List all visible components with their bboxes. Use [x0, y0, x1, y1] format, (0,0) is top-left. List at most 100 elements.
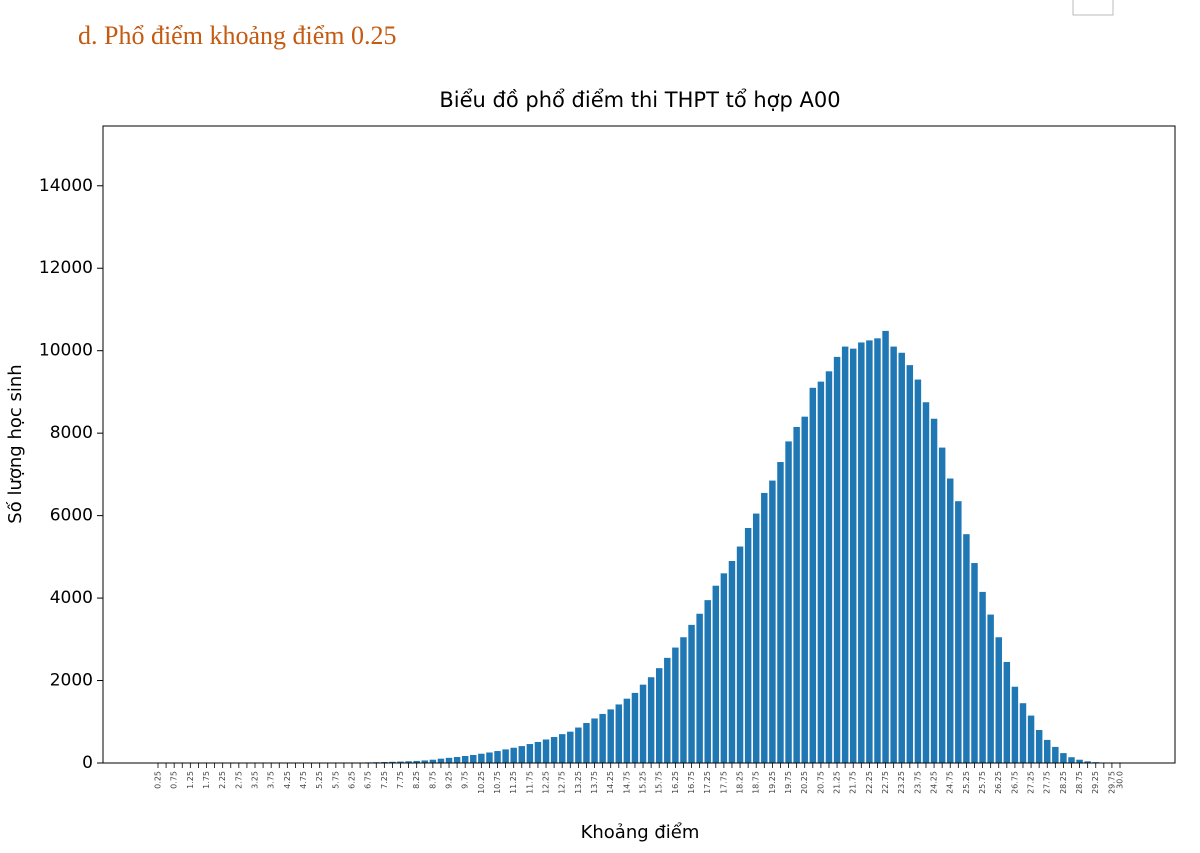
- bar: [680, 637, 687, 763]
- bar: [567, 731, 574, 763]
- x-tick-label: 5.75: [331, 771, 340, 789]
- bar: [785, 441, 792, 763]
- bar: [502, 749, 509, 763]
- bar: [655, 668, 663, 763]
- corner-box: [1072, 0, 1114, 16]
- bar: [704, 600, 711, 763]
- bar: [979, 591, 986, 763]
- bar: [405, 761, 412, 763]
- x-tick-label: 7.75: [396, 771, 405, 789]
- bar: [623, 698, 631, 763]
- x-tick-label: 9.75: [461, 771, 470, 789]
- bar: [809, 387, 817, 763]
- bar: [526, 744, 534, 763]
- x-tick-label: 27.75: [1043, 771, 1052, 794]
- bar: [1068, 757, 1075, 763]
- x-tick-label: 8.75: [428, 771, 437, 789]
- x-tick-label: 0.75: [170, 771, 179, 789]
- y-tick-label: 4000: [50, 588, 93, 608]
- y-tick-label: 12000: [39, 258, 93, 278]
- x-tick-label: 15.75: [655, 771, 664, 794]
- bar: [639, 684, 647, 763]
- bar: [906, 365, 914, 763]
- x-tick-label: 5.25: [315, 771, 324, 789]
- x-tick-label: 21.25: [833, 771, 842, 794]
- bar: [801, 416, 808, 763]
- bar: [445, 757, 453, 763]
- x-tick-label: 18.75: [752, 771, 761, 794]
- bar: [429, 759, 437, 763]
- x-tick-label: 15.25: [639, 771, 648, 794]
- bar: [599, 713, 606, 763]
- bar: [744, 527, 752, 763]
- bar: [720, 573, 728, 763]
- bar: [930, 418, 938, 763]
- bar: [615, 704, 623, 763]
- bar: [777, 462, 784, 763]
- x-tick-label: 28.25: [1059, 771, 1068, 794]
- chart-title: Biểu đồ phổ điểm thi THPT tổ hợp A00: [439, 88, 840, 112]
- bar: [914, 379, 922, 763]
- bar: [971, 563, 978, 763]
- x-tick-label: 10.75: [493, 771, 502, 794]
- bar: [486, 752, 493, 763]
- x-tick-label: 2.75: [234, 771, 243, 789]
- bar: [858, 342, 865, 763]
- bar: [890, 346, 897, 763]
- x-tick-label: 14.25: [606, 771, 615, 794]
- bar: [1027, 715, 1035, 763]
- bar: [389, 761, 396, 763]
- x-tick-label: 4.75: [299, 771, 308, 789]
- bar: [413, 760, 420, 763]
- x-tick-label: 1.75: [202, 771, 211, 789]
- bar: [575, 727, 582, 763]
- bar: [672, 647, 679, 763]
- bar: [882, 330, 889, 763]
- bar: [1019, 703, 1027, 763]
- bar: [421, 760, 429, 763]
- x-tick-label: 3.75: [267, 771, 276, 789]
- y-tick-label: 2000: [50, 671, 93, 691]
- y-tick-label: 14000: [39, 176, 93, 196]
- bar: [841, 346, 849, 763]
- x-tick-label: 27.25: [1027, 771, 1036, 794]
- bar: [736, 546, 744, 763]
- bar: [1003, 661, 1011, 763]
- x-tick-label: 6.75: [364, 771, 373, 789]
- x-tick-label: 20.25: [800, 771, 809, 794]
- x-tick-label: 19.25: [768, 771, 777, 794]
- x-tick-label: 8.25: [412, 771, 421, 789]
- bar: [817, 381, 825, 763]
- x-tick-label: 4.25: [283, 771, 292, 789]
- x-tick-label: 29.75: [1107, 771, 1116, 794]
- x-tick-label: 11.25: [509, 771, 518, 794]
- x-tick-label: 3.25: [251, 771, 260, 789]
- bar: [1035, 730, 1043, 763]
- x-tick-label: 30.0: [1116, 771, 1125, 789]
- x-tick-label: 13.75: [590, 771, 599, 794]
- x-tick-label: 11.75: [525, 771, 534, 794]
- heading: d. Phổ điểm khoảng điểm 0.25: [78, 21, 396, 50]
- x-tick-label: 10.25: [477, 771, 486, 794]
- x-tick-label: 24.75: [946, 771, 955, 794]
- bar: [518, 746, 526, 763]
- x-axis-label: Khoảng điểm: [581, 822, 700, 843]
- x-tick-label: 12.75: [558, 771, 567, 794]
- bar: [987, 614, 994, 763]
- bar: [510, 747, 517, 763]
- x-tick-label: 13.25: [574, 771, 583, 794]
- bar: [647, 677, 655, 763]
- y-tick-label: 10000: [39, 341, 93, 361]
- bar: [947, 478, 954, 763]
- bar: [849, 348, 857, 763]
- bar: [631, 692, 639, 763]
- x-tick-label: 0.25: [154, 771, 163, 789]
- x-tick-label: 6.25: [348, 771, 357, 789]
- bar: [591, 718, 598, 763]
- bar: [995, 637, 1002, 763]
- bar: [712, 585, 720, 763]
- bar: [453, 757, 461, 763]
- bar: [963, 534, 970, 763]
- plot-frame: [102, 125, 1176, 764]
